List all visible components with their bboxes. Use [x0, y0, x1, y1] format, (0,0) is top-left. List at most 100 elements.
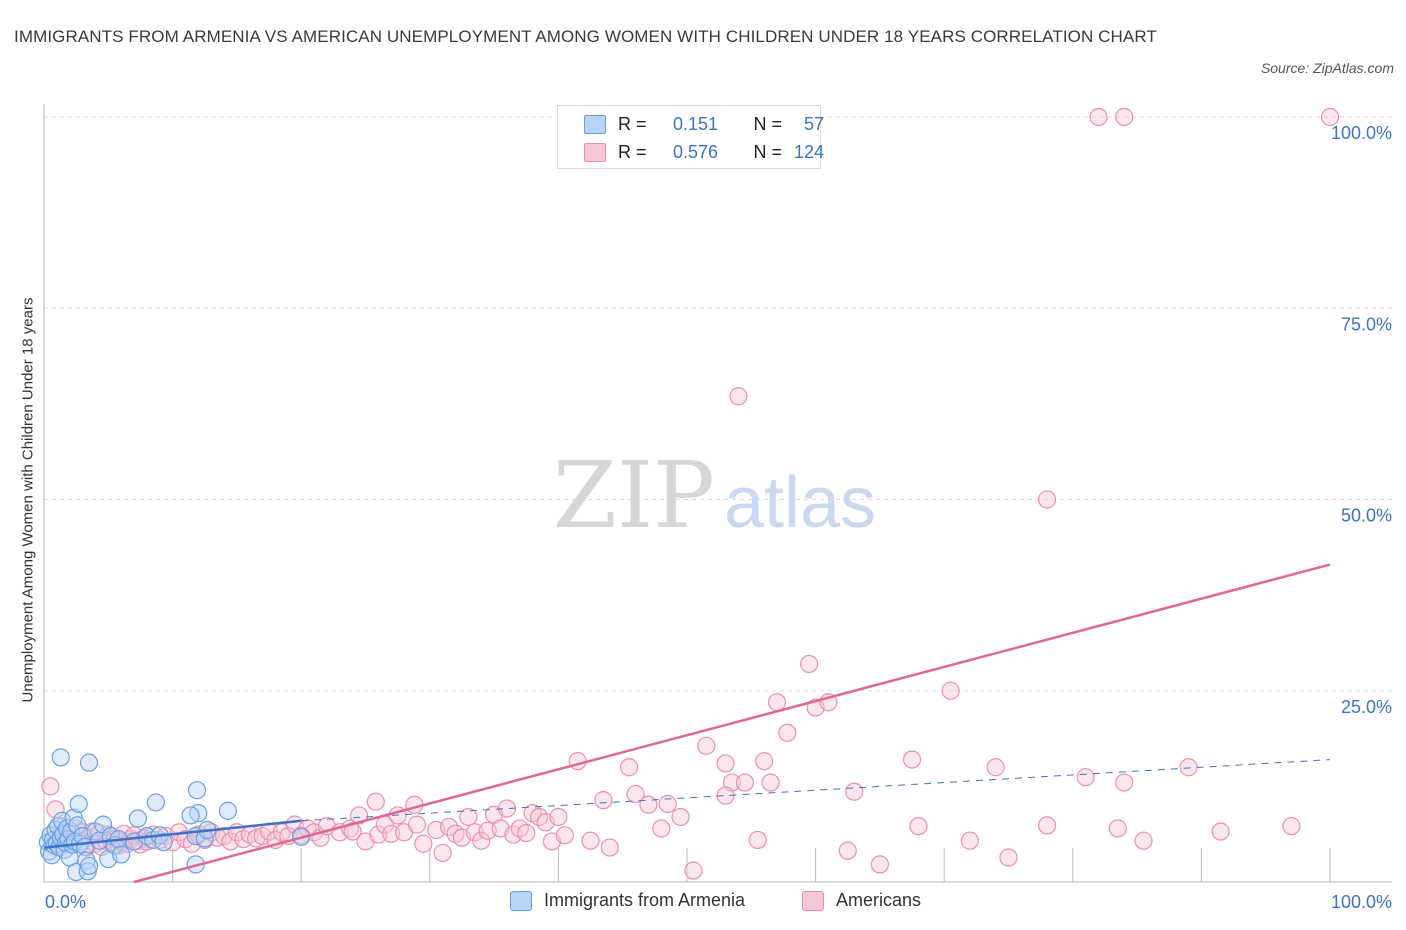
armenia-point — [181, 806, 200, 825]
armenia-point — [128, 809, 147, 828]
americans-point — [549, 807, 568, 827]
armenia-point — [51, 748, 70, 767]
legend-r-label: R = — [618, 113, 647, 134]
americans-point — [999, 848, 1018, 867]
americans-point — [517, 823, 536, 843]
americans-point — [41, 777, 60, 796]
series-label-armenia: Immigrants from Armenia — [544, 890, 746, 910]
americans-point — [902, 750, 922, 769]
americans-point — [1320, 107, 1340, 127]
americans-point — [941, 681, 960, 700]
americans-point — [1108, 819, 1127, 838]
americans-point — [716, 786, 735, 805]
americans-point — [684, 861, 703, 880]
legend-row-armenia: R = 0.151 N = 57 — [584, 113, 824, 135]
americans-point — [555, 826, 574, 845]
americans-point — [1089, 107, 1108, 127]
armenia-trend-extension — [301, 759, 1331, 822]
americans-point — [639, 795, 658, 814]
americans-point — [1211, 822, 1230, 841]
armenia-point — [69, 794, 88, 814]
americans-point — [986, 758, 1005, 777]
watermark-zip: ZIP — [553, 442, 715, 549]
legend-swatch-armenia — [584, 114, 606, 134]
americans-point — [697, 736, 716, 755]
americans-point — [439, 817, 459, 837]
americans-trend-line — [133, 563, 1331, 884]
americans-point — [407, 815, 427, 834]
americans-point — [600, 838, 619, 857]
legend-row-americans: R = 0.576 N = 124 — [584, 141, 824, 163]
americans-point — [909, 817, 928, 836]
armenia-point — [154, 833, 173, 852]
y-tick-label: 25.0% — [1341, 697, 1392, 717]
americans-point — [729, 387, 748, 406]
americans-point — [652, 819, 671, 838]
americans-point — [960, 831, 980, 850]
americans-point — [459, 807, 478, 827]
americans-point — [1037, 816, 1057, 835]
americans-point — [671, 807, 690, 827]
grid-lines — [44, 116, 1392, 692]
tick-labels: 25.0% 50.0% 75.0% 100.0% 0.0% 100.0% — [45, 123, 1392, 912]
americans-point — [1115, 773, 1134, 792]
y-tick-label: 75.0% — [1341, 314, 1392, 334]
correlation-legend: R = 0.151 N = 57 R = 0.576 N = 124 — [557, 105, 824, 169]
series-swatch-americans — [802, 890, 824, 911]
americans-point — [838, 841, 857, 860]
armenia-trend-line — [43, 819, 302, 849]
americans-point — [658, 794, 677, 814]
americans-point — [1179, 758, 1198, 777]
americans-point — [433, 843, 452, 863]
armenia-points — [38, 748, 311, 882]
americans-point — [735, 773, 754, 792]
americans-point — [1134, 831, 1153, 850]
armenia-point — [79, 753, 99, 772]
armenia-point — [187, 781, 207, 800]
axes — [43, 104, 1392, 883]
legend-n-value: 57 — [803, 113, 824, 134]
americans-point — [748, 830, 767, 850]
americans-point — [778, 723, 797, 742]
americans-point — [870, 855, 890, 874]
legend-r-label: R = — [618, 141, 647, 162]
chart-title: IMMIGRANTS FROM ARMENIA VS AMERICAN UNEM… — [14, 27, 1157, 46]
armenia-point — [146, 793, 165, 812]
legend-n-label: N = — [753, 113, 782, 134]
y-tick-label: 50.0% — [1341, 506, 1392, 526]
legend-r-value: 0.151 — [672, 113, 718, 134]
armenia-point — [68, 816, 87, 835]
americans-point — [1076, 768, 1095, 787]
legend-swatch-americans — [584, 142, 606, 162]
americans-point — [497, 799, 517, 818]
americans-point — [767, 693, 787, 712]
americans-point — [366, 792, 385, 811]
americans-point — [234, 830, 253, 849]
y-tick-label: 100.0% — [1331, 123, 1392, 143]
source-label: Source: ZipAtlas.com — [1260, 60, 1394, 76]
americans-point — [626, 784, 645, 804]
americans-point — [1282, 817, 1301, 836]
series-label-americans: Americans — [836, 890, 922, 910]
americans-point — [594, 791, 613, 810]
armenia-point — [79, 856, 99, 876]
americans-point — [510, 819, 529, 838]
americans-point — [414, 834, 433, 853]
series-legend-armenia[interactable]: Immigrants from Armenia — [510, 890, 745, 911]
legend-r-value: 0.576 — [672, 141, 718, 162]
americans-point — [716, 754, 735, 773]
watermark: ZIP atlas — [553, 442, 876, 549]
series-legend-americans[interactable]: Americans — [802, 890, 921, 911]
americans-point — [581, 831, 600, 850]
americans-point — [755, 752, 774, 771]
americans-point — [761, 773, 780, 792]
americans-point — [369, 825, 388, 844]
americans-point — [472, 831, 491, 850]
watermark-atlas: atlas — [724, 463, 876, 543]
legend-n-label: N = — [753, 141, 782, 162]
x-tick-label-min: 0.0% — [45, 892, 86, 912]
trend-lines — [43, 563, 1331, 884]
legend-n-value: 124 — [793, 141, 824, 162]
series-legend: Immigrants from Armenia Americans — [0, 890, 1406, 914]
